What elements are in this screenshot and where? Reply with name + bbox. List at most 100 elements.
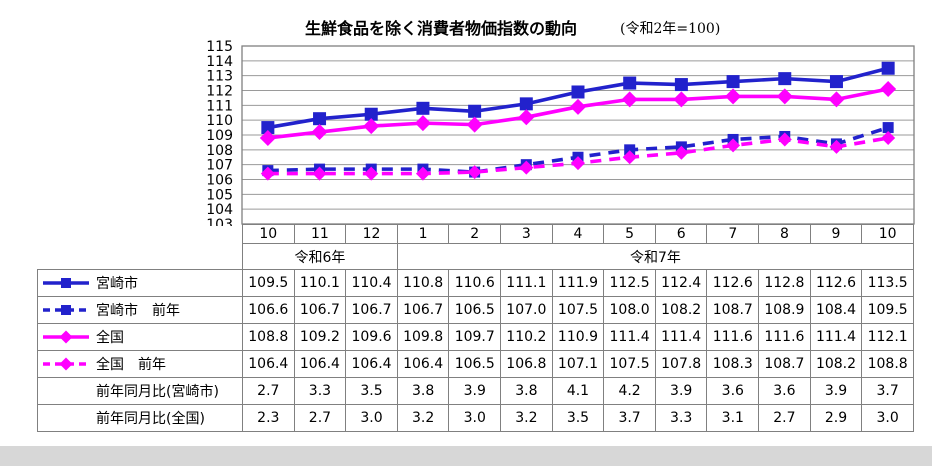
value-cell: 3.0 — [448, 404, 502, 432]
series-zenkoku-marker — [363, 118, 380, 135]
legend-miyazaki-prev-marker — [61, 305, 71, 315]
legend-zenkoku-prev-sample — [43, 357, 89, 371]
series-zenkoku-prev-marker — [415, 166, 430, 181]
value-cell: 106.7 — [396, 296, 450, 324]
value-cell: 4.2 — [603, 377, 656, 405]
value-cell: 110.6 — [448, 269, 502, 297]
series-miyazaki-marker — [313, 112, 327, 126]
y-axis-label: 111 — [206, 98, 233, 114]
value-cell: 3.3 — [293, 377, 347, 405]
yoy-row-label: 前年同月比(全国) — [96, 411, 205, 427]
value-cell: 2.3 — [242, 404, 295, 432]
value-cell: 106.5 — [448, 296, 502, 324]
value-cell: 2.7 — [758, 404, 811, 432]
y-axis-label: 110 — [206, 113, 233, 129]
value-cell: 110.4 — [345, 269, 398, 297]
table-corner-spacer — [38, 244, 243, 270]
series-zenkoku-prev-marker — [364, 166, 379, 181]
value-cell: 2.7 — [242, 377, 295, 405]
base-year-note: (令和2年=100) — [620, 21, 721, 37]
series-miyazaki-marker — [726, 75, 740, 89]
month-header-cell: 5 — [603, 224, 656, 244]
row-label-zenkoku: 全国 — [37, 323, 243, 351]
value-cell: 107.0 — [500, 296, 553, 324]
series-zenkoku-prev-marker — [571, 156, 585, 171]
legend-miyazaki-sample — [43, 278, 89, 288]
legend-miyazaki-prev-sample — [43, 305, 89, 315]
value-cell: 3.7 — [861, 377, 914, 405]
value-cell: 3.2 — [396, 404, 450, 432]
y-axis-label: 107 — [206, 158, 233, 174]
value-cell: 108.9 — [758, 296, 811, 324]
value-cell: 3.6 — [758, 377, 811, 405]
value-cell: 109.7 — [448, 323, 502, 351]
value-cell: 108.2 — [809, 350, 863, 378]
value-cell: 108.7 — [706, 296, 760, 324]
table-row-yoy-zenkoku: 前年同月比(全国) 2.3 2.7 3.0 3.2 3.0 3.2 3.5 3.7 3.3 3.1 2… — [37, 404, 914, 432]
value-cell: 106.8 — [500, 350, 553, 378]
table-corner-spacer — [38, 225, 243, 244]
value-cell: 111.6 — [706, 323, 760, 351]
series-label: 宮崎市 前年 — [96, 303, 180, 319]
value-cell: 108.0 — [603, 296, 656, 324]
value-cell: 2.9 — [809, 404, 863, 432]
y-axis-label: 109 — [206, 128, 233, 144]
y-axis-label: 103 — [206, 217, 233, 226]
series-zenkoku-marker — [518, 109, 535, 126]
value-cell: 108.3 — [706, 350, 760, 378]
value-cell: 111.4 — [603, 323, 656, 351]
value-cell: 106.6 — [242, 296, 295, 324]
row-label-miyazaki-content: 宮崎市 — [39, 273, 242, 293]
month-header-cell: 7 — [706, 224, 760, 244]
value-cell: 112.6 — [809, 269, 863, 297]
y-axis-label: 106 — [206, 173, 233, 189]
y-axis-label: 113 — [206, 69, 233, 85]
value-cell: 3.6 — [706, 377, 760, 405]
series-zenkoku-marker — [414, 115, 431, 132]
value-cell: 3.5 — [345, 377, 398, 405]
month-header-cell: 6 — [654, 224, 708, 244]
row-label-miyazaki: 宮崎市 — [37, 269, 243, 297]
year-header-row: 令和6年 令和7年 — [38, 243, 915, 270]
series-zenkoku-prev-marker — [829, 139, 844, 154]
value-cell: 112.5 — [603, 269, 656, 297]
value-cell: 108.8 — [242, 323, 295, 351]
series-miyazaki-marker — [778, 72, 792, 86]
chart-title: 生鮮食品を除く消費者物価指数の動向 — [305, 19, 578, 38]
series-miyazaki-marker — [468, 104, 482, 118]
series-zenkoku-marker — [776, 88, 793, 105]
value-cell: 109.2 — [293, 323, 347, 351]
value-cell: 4.1 — [551, 377, 605, 405]
row-label-zenkoku-prev-content: 全国 前年 — [39, 354, 242, 374]
series-zenkoku-prev-marker — [519, 160, 534, 175]
value-cell: 3.7 — [603, 404, 656, 432]
value-cell: 3.1 — [706, 404, 760, 432]
series-miyazaki-marker — [881, 61, 895, 75]
row-label-zenkoku-prev: 全国 前年 — [37, 350, 243, 378]
value-cell: 3.3 — [654, 404, 708, 432]
value-cell: 109.5 — [861, 296, 914, 324]
month-header-cell: 10 — [861, 224, 914, 244]
value-cell: 108.4 — [809, 296, 863, 324]
table-row-zenkoku-prev: 全国 前年 106.4 106.4 106.4 106.4 106.5 106.8 107.1… — [37, 350, 914, 378]
row-label-miyazaki-prev-content: 宮崎市 前年 — [39, 300, 242, 320]
series-zenkoku-prev-marker — [674, 145, 689, 160]
value-cell: 3.8 — [396, 377, 450, 405]
series-miyazaki-marker — [364, 107, 378, 121]
value-cell: 106.4 — [242, 350, 295, 378]
value-cell: 106.4 — [345, 350, 398, 378]
table-row-yoy-miyazaki: 前年同月比(宮崎市) 2.7 3.3 3.5 3.8 3.9 3.8 4.1 4.2 3.9 3.6… — [37, 377, 914, 405]
value-cell: 3.5 — [551, 404, 605, 432]
series-miyazaki-marker — [623, 76, 637, 90]
series-zenkoku-prev-marker — [726, 138, 741, 153]
value-cell: 111.6 — [758, 323, 811, 351]
series-miyazaki-marker — [571, 85, 585, 99]
series-zenkoku-marker — [621, 91, 638, 108]
y-axis-label: 105 — [206, 187, 233, 203]
series-miyazaki-marker — [416, 101, 430, 115]
value-cell: 106.4 — [293, 350, 347, 378]
value-cell: 109.8 — [396, 323, 450, 351]
value-cell: 106.7 — [293, 296, 347, 324]
cpi-data-table: 10 11 12 1 2 3 4 5 6 7 8 9 10 令和6年 令和7年 宮崎市 109.5 110.1 11… — [37, 224, 915, 432]
